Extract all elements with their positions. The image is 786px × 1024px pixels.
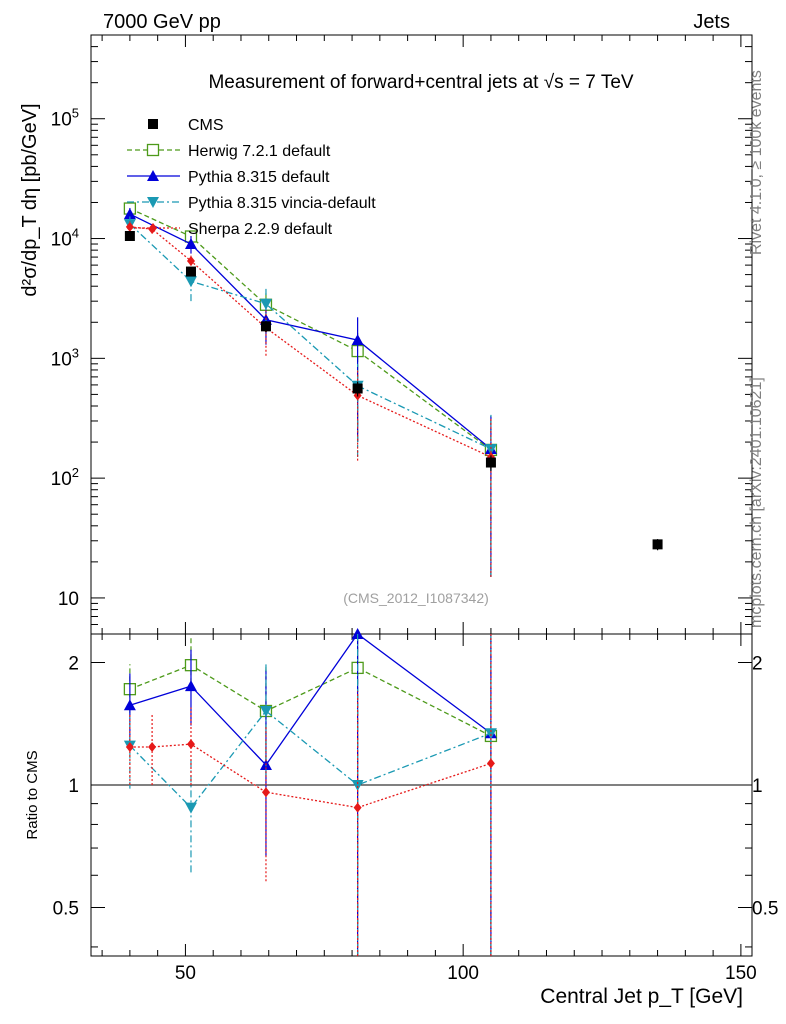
y-tick-label-main: 105	[51, 106, 79, 131]
x-tick-label: 100	[447, 963, 479, 984]
y-tick-label-main: 104	[51, 226, 79, 251]
y-axis-label-ratio: Ratio to CMS	[24, 750, 41, 839]
data-point-main	[125, 221, 134, 232]
y-tick-label-ratio-right: 0.5	[752, 898, 778, 919]
legend-label: CMS	[188, 117, 224, 134]
series-line-main	[129, 223, 492, 450]
data-point-main	[259, 298, 272, 310]
data-point-ratio	[261, 787, 270, 798]
data-point-ratio	[184, 802, 197, 814]
y-tick-label-ratio-right: 2	[752, 654, 763, 675]
energy-label: 7000 GeV pp	[103, 11, 221, 33]
data-point-ratio	[351, 628, 364, 639]
mcplots-label: mcplots.cern.ch [arXiv:2401.10621]	[748, 377, 765, 628]
data-point-main	[123, 208, 136, 220]
cms-data-point	[652, 539, 663, 550]
watermark: (CMS_2012_I1087342)	[343, 590, 489, 606]
series-ratio-1	[123, 628, 497, 956]
series-ratio-3	[125, 634, 495, 956]
series-line-main	[129, 226, 492, 458]
data-point-main	[184, 238, 197, 250]
data-point-main	[186, 255, 195, 266]
cms-data-point	[124, 230, 135, 241]
ratio-panel-frame	[90, 633, 753, 957]
cms-data-point	[260, 321, 271, 332]
legend-item: Pythia 8.315 vincia-default	[127, 195, 376, 212]
legend-item: Herwig 7.2.1 default	[127, 143, 331, 160]
data-point-ratio	[186, 739, 195, 750]
legend-marker	[146, 143, 160, 157]
data-point-ratio	[259, 706, 272, 718]
legend-item: Sherpa 2.2.9 default	[127, 221, 333, 238]
reference-points	[124, 230, 663, 551]
y-tick-label-ratio: 2	[68, 654, 79, 675]
legend-marker	[149, 223, 157, 233]
y-tick-label-ratio: 0.5	[53, 898, 79, 919]
data-point-ratio	[353, 802, 362, 813]
data-point-ratio	[148, 741, 157, 752]
y-tick-label-ratio-right: 1	[752, 776, 763, 797]
legend-marker	[147, 197, 159, 208]
x-tick-label: 150	[725, 963, 757, 984]
legend-item: Pythia 8.315 default	[127, 169, 330, 186]
cms-data-point	[352, 383, 363, 394]
y-tick-label-ratio: 1	[68, 776, 79, 797]
legend-marker	[148, 119, 158, 129]
y-tick-label-main: 102	[51, 465, 79, 490]
series-main-2	[123, 215, 497, 577]
series-main-0	[123, 202, 498, 577]
series-line-ratio	[129, 710, 492, 809]
category-label: Jets	[693, 11, 730, 33]
y-tick-label-main: 103	[51, 345, 79, 370]
legend-label: Pythia 8.315 default	[188, 169, 330, 186]
series-main-1	[123, 207, 497, 577]
legend-label: Pythia 8.315 vincia-default	[188, 195, 376, 212]
legend: CMS Herwig 7.2.1 default Pythia 8.315 defa…	[127, 117, 376, 238]
data-point-main	[351, 334, 364, 346]
legend-label: Sherpa 2.2.9 default	[188, 221, 333, 238]
y-tick-label-main: 10	[58, 589, 79, 610]
data-point-main	[484, 444, 497, 456]
series-ratio-2	[123, 634, 497, 956]
series-main-3	[125, 221, 495, 577]
data-point-ratio	[484, 728, 497, 740]
series-line-ratio	[129, 743, 492, 809]
series-line-ratio	[129, 633, 492, 766]
data-point-ratio	[351, 779, 364, 791]
series-line-main	[129, 213, 492, 450]
y-axis-label-main: d²σ/dp_T dη [pb/GeV]	[19, 103, 41, 296]
series-ratio-0	[123, 634, 498, 956]
cms-data-point	[485, 457, 496, 468]
chart-title: Measurement of forward+central jets at √…	[208, 72, 633, 93]
data-point-ratio	[184, 680, 197, 692]
legend-label: Herwig 7.2.1 default	[188, 143, 331, 160]
rivet-label: Rivet 4.1.0, ≥ 100k events	[748, 70, 765, 255]
data-point-ratio	[123, 699, 136, 711]
data-point-main	[184, 276, 197, 288]
legend-marker	[147, 170, 159, 181]
legend-item: CMS	[148, 117, 224, 134]
x-axis-label: Central Jet p_T [GeV]	[540, 985, 743, 1008]
data-point-ratio	[486, 758, 495, 769]
data-point-ratio	[125, 741, 134, 752]
cms-data-point	[185, 266, 196, 277]
x-tick-label: 50	[175, 963, 196, 984]
chart-marks	[123, 202, 663, 956]
axes: 50 100 150 10 102 103 104 105 0.5 0.5 1 1 2 2	[51, 34, 778, 984]
